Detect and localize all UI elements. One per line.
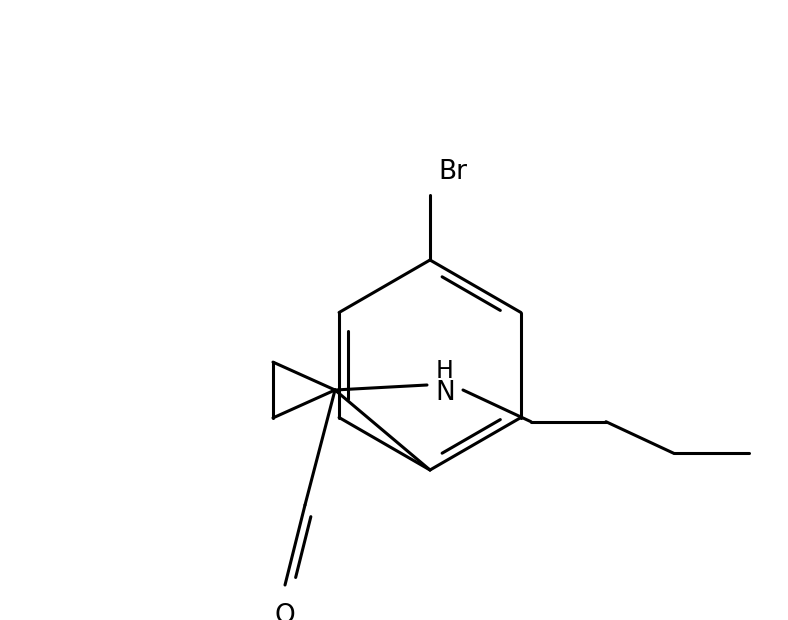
Text: N: N xyxy=(435,380,455,406)
Text: H: H xyxy=(436,359,454,383)
Text: Br: Br xyxy=(438,159,467,185)
Text: O: O xyxy=(275,603,296,620)
